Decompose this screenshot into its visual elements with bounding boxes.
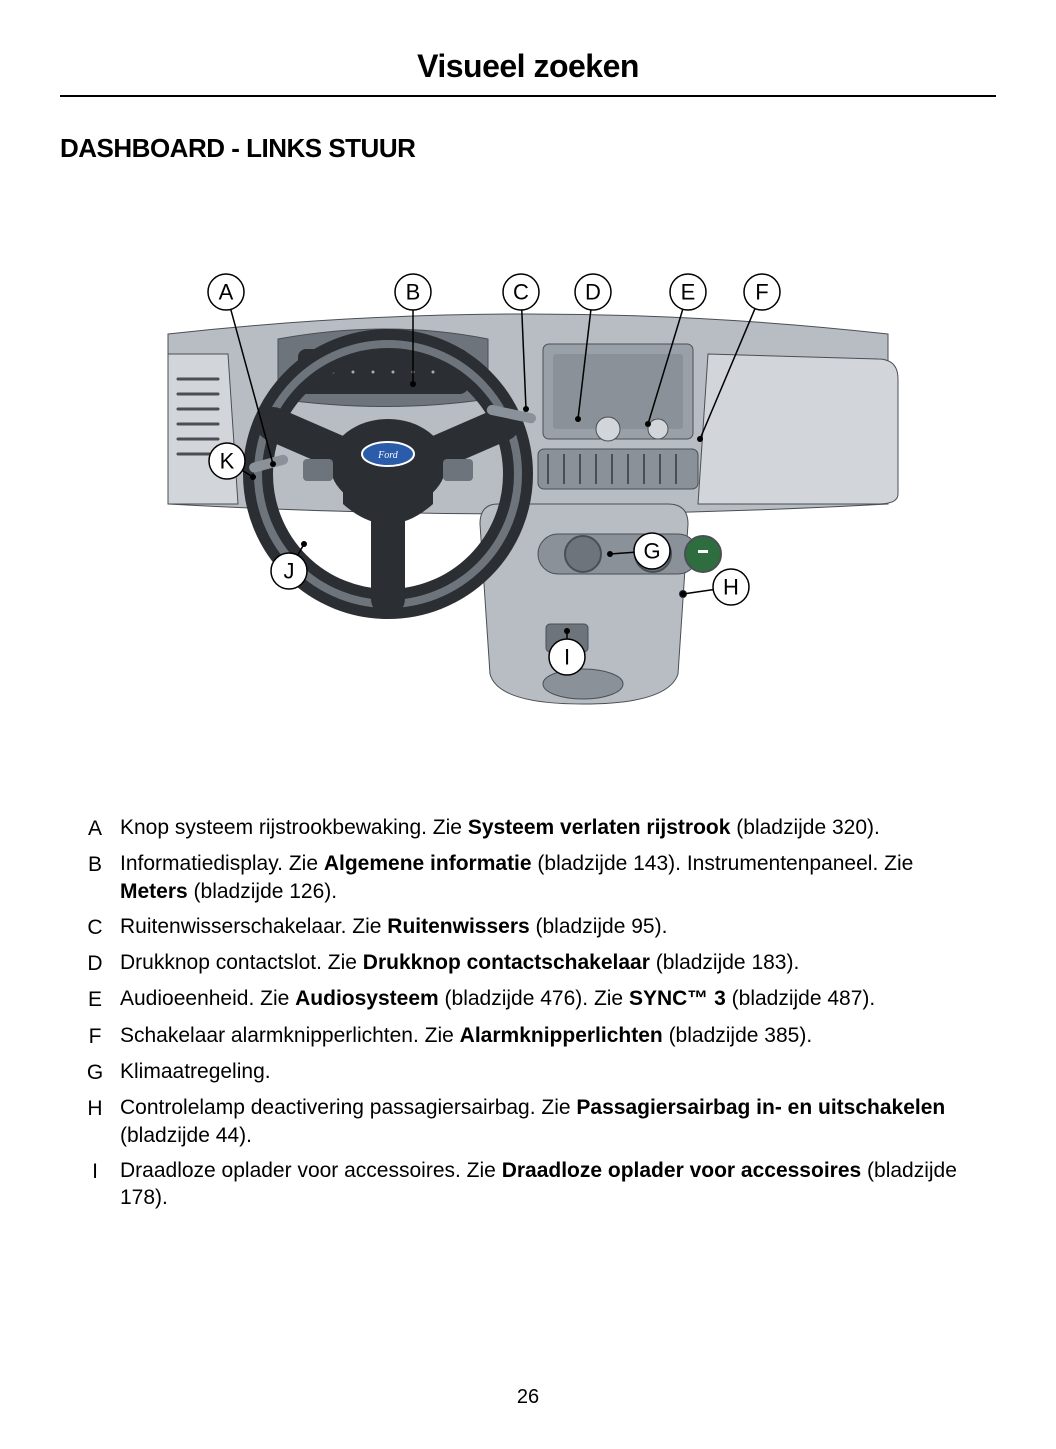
callout-label-A: A xyxy=(219,280,234,305)
legend-row-C: CRuitenwisserschakelaar. Zie Ruitenwisse… xyxy=(70,913,986,941)
legend-letter: H xyxy=(70,1094,120,1122)
legend-row-G: GKlimaatregeling. xyxy=(70,1058,986,1086)
section-heading: DASHBOARD - LINKS STUUR xyxy=(60,133,996,164)
legend-row-E: EAudioeenheid. Zie Audiosysteem (bladzij… xyxy=(70,985,986,1013)
legend-list: AKnop systeem rijstrookbewaking. Zie Sys… xyxy=(60,814,996,1212)
callout-label-G: G xyxy=(643,539,660,564)
dashboard-diagram: Ford A B C D E F G H I J K xyxy=(108,204,948,734)
page-number: 26 xyxy=(0,1386,1056,1409)
legend-text: Controlelamp deactivering passagiersairb… xyxy=(120,1094,986,1149)
callout-label-J: J xyxy=(284,559,295,584)
legend-text: Audioeenheid. Zie Audiosysteem (bladzijd… xyxy=(120,985,986,1012)
legend-row-A: AKnop systeem rijstrookbewaking. Zie Sys… xyxy=(70,814,986,842)
legend-text: Ruitenwisserschakelaar. Zie Ruitenwisser… xyxy=(120,913,986,940)
legend-letter: G xyxy=(70,1058,120,1086)
legend-letter: I xyxy=(70,1157,120,1185)
legend-text: Knop systeem rijstrookbewaking. Zie Syst… xyxy=(120,814,986,841)
chapter-title: Visueel zoeken xyxy=(60,48,996,97)
legend-letter: F xyxy=(70,1022,120,1050)
callout-label-H: H xyxy=(723,575,739,600)
legend-row-F: FSchakelaar alarmknipperlichten. Zie Ala… xyxy=(70,1022,986,1050)
legend-letter: D xyxy=(70,949,120,977)
legend-text: Informatiedisplay. Zie Algemene informat… xyxy=(120,850,986,905)
legend-text: Schakelaar alarmknipperlichten. Zie Alar… xyxy=(120,1022,986,1049)
legend-text: Drukknop contactslot. Zie Drukknop conta… xyxy=(120,949,986,976)
legend-row-B: BInformatiedisplay. Zie Algemene informa… xyxy=(70,850,986,905)
legend-letter: E xyxy=(70,985,120,1013)
callout-label-C: C xyxy=(513,280,529,305)
callout-label-D: D xyxy=(585,280,601,305)
legend-letter: C xyxy=(70,913,120,941)
legend-row-I: IDraadloze oplader voor accessoires. Zie… xyxy=(70,1157,986,1212)
callout-label-I: I xyxy=(564,645,570,670)
callout-label-E: E xyxy=(681,280,696,305)
callout-label-K: K xyxy=(220,449,235,474)
legend-row-H: HControlelamp deactivering passagiersair… xyxy=(70,1094,986,1149)
legend-row-D: DDrukknop contactslot. Zie Drukknop cont… xyxy=(70,949,986,977)
legend-text: Klimaatregeling. xyxy=(120,1058,986,1085)
svg-text:Ford: Ford xyxy=(377,450,399,461)
legend-letter: A xyxy=(70,814,120,842)
callout-label-B: B xyxy=(406,280,421,305)
legend-text: Draadloze oplader voor accessoires. Zie … xyxy=(120,1157,986,1212)
legend-letter: B xyxy=(70,850,120,878)
callout-label-F: F xyxy=(755,280,768,305)
